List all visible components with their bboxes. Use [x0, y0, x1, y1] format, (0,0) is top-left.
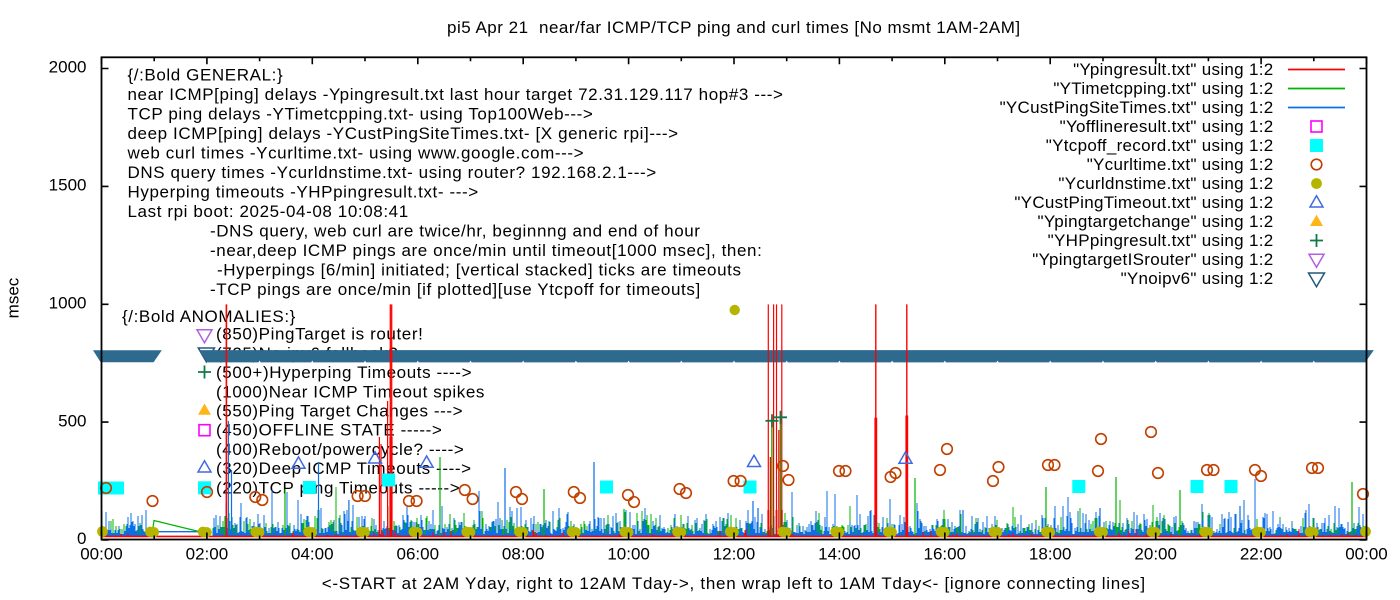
- svg-text:(450)OFFLINE STATE ----->: (450)OFFLINE STATE ----->: [216, 421, 442, 440]
- svg-text:"Ycurltime.txt" using 1:2: "Ycurltime.txt" using 1:2: [1087, 155, 1274, 174]
- svg-text:16:00: 16:00: [924, 545, 967, 564]
- svg-text:web curl times -Ycurltime.txt-: web curl times -Ycurltime.txt- using www…: [127, 144, 585, 163]
- svg-text:12:00: 12:00: [713, 545, 756, 564]
- svg-text:00:00: 00:00: [80, 545, 123, 564]
- svg-text:18:00: 18:00: [1029, 545, 1072, 564]
- svg-text:(850)PingTarget is router!: (850)PingTarget is router!: [216, 325, 423, 344]
- svg-text:1000: 1000: [49, 294, 87, 313]
- svg-text:(400)Reboot/powercycle? ---->: (400)Reboot/powercycle? ---->: [216, 440, 464, 459]
- svg-text:TCP ping delays -YTimetcpping.: TCP ping delays -YTimetcpping.txt- using…: [128, 105, 594, 124]
- svg-text:(550)Ping Target Changes --->: (550)Ping Target Changes --->: [216, 402, 463, 421]
- svg-text:DNS query times -Ycurldnstime.: DNS query times -Ycurldnstime.txt- using…: [128, 163, 657, 182]
- svg-text:0: 0: [77, 529, 86, 548]
- svg-text:04:00: 04:00: [291, 545, 334, 564]
- svg-text:"Ycurldnstime.txt" using 1:2: "Ycurldnstime.txt" using 1:2: [1058, 174, 1273, 193]
- svg-text:Last rpi boot: 2025-04-08 10:0: Last rpi boot: 2025-04-08 10:08:41: [128, 202, 409, 221]
- svg-text:00:00: 00:00: [1345, 545, 1388, 564]
- svg-text:-TCP pings are once/min [if pl: -TCP pings are once/min [if plotted][use…: [210, 280, 701, 299]
- svg-text:1500: 1500: [49, 176, 87, 195]
- svg-text:20:00: 20:00: [1134, 545, 1177, 564]
- svg-text:14:00: 14:00: [818, 545, 861, 564]
- svg-text:-near,deep ICMP pings are once: -near,deep ICMP pings are once/min until…: [210, 241, 762, 260]
- svg-text:{/:Bold GENERAL:}: {/:Bold GENERAL:}: [128, 66, 284, 85]
- svg-text:02:00: 02:00: [186, 545, 229, 564]
- svg-text:06:00: 06:00: [397, 545, 440, 564]
- svg-text:{/:Bold ANOMALIES:}: {/:Bold ANOMALIES:}: [122, 307, 296, 326]
- svg-text:"YpingtargetISrouter" using 1:: "YpingtargetISrouter" using 1:2: [1032, 250, 1273, 269]
- svg-text:(500+)Hyperping Timeouts ---->: (500+)Hyperping Timeouts ---->: [216, 363, 472, 382]
- svg-text:deep ICMP[ping] delays -YCustP: deep ICMP[ping] delays -YCustPingSiteTim…: [128, 124, 679, 143]
- svg-text:500: 500: [58, 411, 86, 430]
- svg-text:"Yofflineresult.txt" using 1:2: "Yofflineresult.txt" using 1:2: [1060, 117, 1274, 136]
- svg-text:"YCustPingSiteTimes.txt" using: "YCustPingSiteTimes.txt" using 1:2: [1000, 98, 1274, 117]
- svg-text:"YHPpingresult.txt" using 1:2: "YHPpingresult.txt" using 1:2: [1048, 231, 1274, 250]
- svg-text:08:00: 08:00: [502, 545, 545, 564]
- svg-text:"Ynoipv6" using 1:2: "Ynoipv6" using 1:2: [1121, 269, 1274, 288]
- svg-text:22:00: 22:00: [1240, 545, 1283, 564]
- svg-text:-Hyperpings [6/min] initiated;: -Hyperpings [6/min] initiated; [vertical…: [217, 261, 742, 280]
- svg-text:pi5 Apr 21 near/far ICMP/TCP: pi5 Apr 21 near/far ICMP/TCP ping and cu…: [447, 18, 1021, 37]
- svg-text:"Ypingresult.txt" using 1:2: "Ypingresult.txt" using 1:2: [1073, 60, 1273, 79]
- svg-text:10:00: 10:00: [607, 545, 650, 564]
- svg-text:Hyperping timeouts -YHPpingres: Hyperping timeouts -YHPpingresult.txt- -…: [128, 183, 479, 202]
- svg-text:"Ypingtargetchange" using 1:2: "Ypingtargetchange" using 1:2: [1038, 212, 1274, 231]
- svg-text:(1000)Near ICMP Timeout spikes: (1000)Near ICMP Timeout spikes: [216, 382, 485, 401]
- svg-text:"YCustPingTimeout.txt" using 1: "YCustPingTimeout.txt" using 1:2: [1014, 193, 1273, 212]
- svg-text:near ICMP[ping] delays -Ypingr: near ICMP[ping] delays -Ypingresult.txt …: [128, 85, 784, 104]
- svg-text:(220)TCP ping Timeouts ----->: (220)TCP ping Timeouts ----->: [216, 478, 460, 497]
- svg-text:msec: msec: [4, 277, 23, 318]
- svg-text:-DNS query, web curl are twice: -DNS query, web curl are twice/hr, begin…: [210, 222, 701, 241]
- svg-text:"Ytcpoff_record.txt" using 1:2: "Ytcpoff_record.txt" using 1:2: [1046, 136, 1274, 155]
- svg-text:"YTimetcpping.txt" using 1:2: "YTimetcpping.txt" using 1:2: [1053, 79, 1273, 98]
- svg-text:<-START at 2AM Yday, right to: <-START at 2AM Yday, right to 12AM Tday-…: [322, 574, 1146, 593]
- svg-text:(320)Deep ICMP Timeouts ---->: (320)Deep ICMP Timeouts ---->: [216, 459, 472, 478]
- svg-text:2000: 2000: [49, 58, 87, 77]
